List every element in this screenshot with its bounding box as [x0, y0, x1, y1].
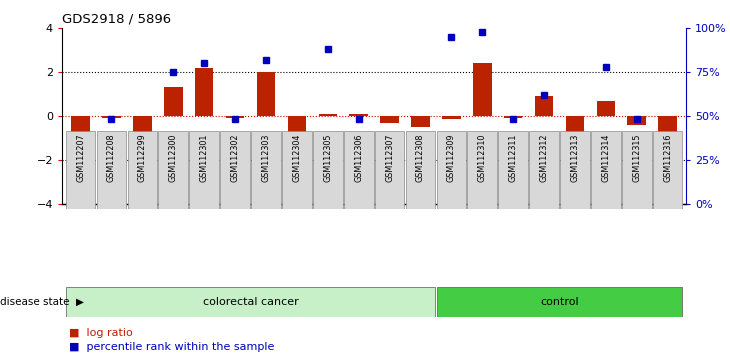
Text: GSM112313: GSM112313	[570, 133, 580, 182]
Text: GSM112302: GSM112302	[231, 133, 239, 182]
Text: ■  log ratio: ■ log ratio	[69, 328, 133, 338]
Bar	[313, 131, 342, 209]
Bar	[442, 116, 461, 119]
Bar	[628, 116, 646, 125]
Bar	[473, 63, 491, 116]
Bar	[102, 116, 120, 118]
Bar	[128, 131, 157, 209]
Bar	[535, 96, 553, 116]
Text: GSM112316: GSM112316	[663, 133, 672, 182]
Bar	[164, 87, 182, 116]
Text: GSM112306: GSM112306	[354, 133, 364, 182]
Bar	[158, 131, 188, 209]
Text: GSM112310: GSM112310	[477, 133, 487, 182]
Bar	[318, 114, 337, 116]
Bar	[350, 114, 368, 116]
Bar	[467, 131, 497, 209]
Text: GSM112303: GSM112303	[261, 133, 271, 182]
Bar	[220, 131, 250, 209]
Text: GSM112308: GSM112308	[416, 133, 425, 182]
Bar	[437, 287, 683, 317]
Text: control: control	[540, 297, 579, 307]
Text: disease state  ▶: disease state ▶	[0, 297, 84, 307]
Bar	[622, 131, 652, 209]
Bar	[653, 131, 683, 209]
Bar	[566, 116, 584, 166]
Bar	[411, 116, 430, 127]
Text: GSM112309: GSM112309	[447, 133, 456, 182]
Text: GSM112299: GSM112299	[138, 133, 147, 182]
Bar	[596, 101, 615, 116]
Bar	[658, 116, 677, 195]
Bar	[437, 131, 466, 209]
Bar	[226, 116, 245, 118]
Bar	[133, 116, 152, 133]
Bar	[499, 131, 528, 209]
Bar	[344, 131, 374, 209]
Bar	[66, 287, 435, 317]
Text: GSM112305: GSM112305	[323, 133, 332, 182]
Bar	[195, 68, 213, 116]
Bar	[282, 131, 312, 209]
Bar	[504, 116, 523, 118]
Text: GSM112312: GSM112312	[539, 133, 548, 182]
Text: GSM112301: GSM112301	[200, 133, 209, 182]
Text: GSM112208: GSM112208	[107, 133, 116, 182]
Bar	[257, 72, 275, 116]
Bar	[406, 131, 435, 209]
Bar	[66, 131, 96, 209]
Text: GSM112304: GSM112304	[293, 133, 301, 182]
Text: GSM112315: GSM112315	[632, 133, 641, 182]
Text: GDS2918 / 5896: GDS2918 / 5896	[62, 13, 171, 26]
Text: GSM112314: GSM112314	[602, 133, 610, 182]
Text: GSM112207: GSM112207	[76, 133, 85, 182]
Text: GSM112300: GSM112300	[169, 133, 178, 182]
Bar	[591, 131, 620, 209]
Bar	[374, 131, 404, 209]
Bar	[560, 131, 590, 209]
Text: colorectal cancer: colorectal cancer	[203, 297, 299, 307]
Bar	[529, 131, 559, 209]
Text: GSM112307: GSM112307	[385, 133, 394, 182]
Bar	[380, 116, 399, 122]
Text: GSM112311: GSM112311	[509, 133, 518, 182]
Bar	[96, 131, 126, 209]
Bar	[288, 116, 306, 147]
Bar	[189, 131, 219, 209]
Bar	[251, 131, 281, 209]
Text: ■  percentile rank within the sample: ■ percentile rank within the sample	[69, 342, 274, 352]
Bar	[72, 116, 90, 182]
